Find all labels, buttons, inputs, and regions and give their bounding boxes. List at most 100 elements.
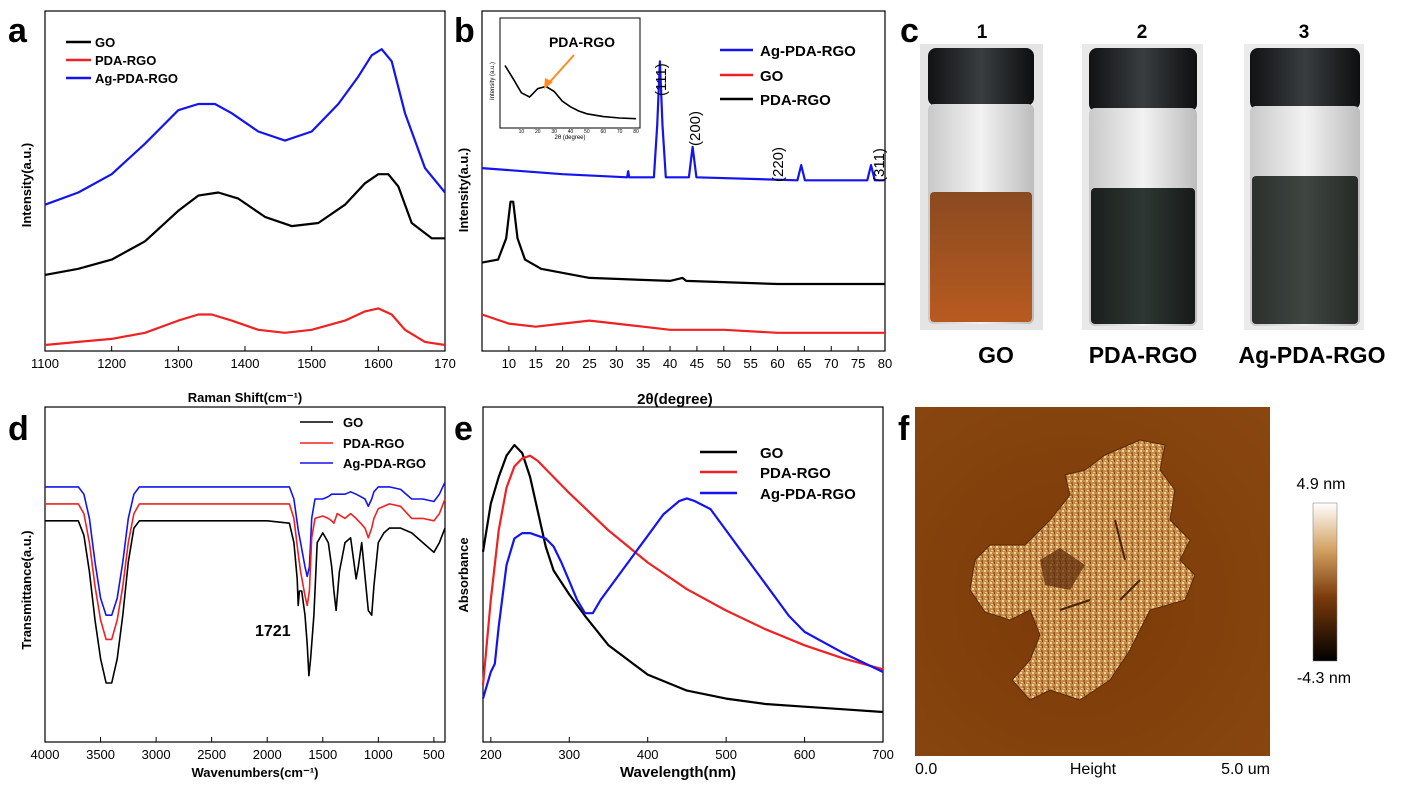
panel-e: e 200 300 400 500 600 700 GO PDA-RGO Ag-PDA-R… xyxy=(454,406,894,781)
vial-liquid-3 xyxy=(1252,176,1358,324)
series-line-pda-rgo xyxy=(481,454,884,686)
series-line-go xyxy=(45,519,446,684)
legend-text-pda-e: PDA-RGO xyxy=(760,465,831,482)
inset-series xyxy=(504,65,637,120)
afm-x-start: 0.0 xyxy=(915,761,937,778)
legend-text-go: GO xyxy=(95,35,115,50)
series-e xyxy=(481,443,884,714)
x-tick-label: 40 xyxy=(663,356,677,371)
x-tick-label: 1500 xyxy=(297,356,326,371)
color-scale-bar xyxy=(1312,502,1338,662)
x-tick-label: 600 xyxy=(794,747,816,762)
series-line-go xyxy=(44,173,445,276)
afm-x-end: 5.0 um xyxy=(1221,761,1270,778)
x-tick-label: 1000 xyxy=(364,747,393,762)
peak-label-200: (200) xyxy=(687,111,704,146)
vial-caption-3: Ag-PDA-RGO xyxy=(1239,342,1386,368)
vial-number-2: 2 xyxy=(1137,22,1148,43)
legend-d: GO PDA-RGO Ag-PDA-RGO xyxy=(300,415,426,471)
x-tick-label: 70 xyxy=(824,356,838,371)
plot-frame-e xyxy=(482,406,884,743)
inset-tick-label: 30 xyxy=(551,129,557,135)
panel-b: b 10 15 20 25 30 35 40 45 50 55 60 65 70 75 80 (111) (… xyxy=(454,10,892,408)
panel-d: d 4000 3500 3000 2500 2000 1500 1000 500 1721 G… xyxy=(8,406,446,780)
x-tick-label: 45 xyxy=(690,356,704,371)
panel-label-a: a xyxy=(8,12,28,50)
series-line-ag-pda-rgo xyxy=(44,48,446,206)
y-axis-label-e: Absorbance xyxy=(456,537,471,612)
panel-a: a 1100 1200 1300 1400 1500 1600 170 GO PDA-RGO… xyxy=(8,10,456,405)
x-axis-label-a: Raman Shift(cm⁻¹) xyxy=(188,390,302,405)
afm-flake xyxy=(969,439,1196,701)
series-line-pda-rgo xyxy=(481,313,885,334)
plot-frame-d xyxy=(44,406,446,743)
afm-x-label: Height xyxy=(1070,761,1117,778)
x-tick-label: 300 xyxy=(558,747,580,762)
inset-b: PDA-RGO 10 20 30 40 50 60 70 80 2θ (degree) Int… xyxy=(490,17,641,141)
inset-tick-label: 80 xyxy=(633,129,639,135)
legend-text-go-b: GO xyxy=(760,68,784,85)
x-tick-label: 65 xyxy=(797,356,811,371)
panel-label-f: f xyxy=(898,410,910,448)
peak-label-220: (220) xyxy=(770,147,787,182)
legend-text-ag-d: Ag-PDA-RGO xyxy=(343,456,426,471)
x-tick-label: 50 xyxy=(717,356,731,371)
inset-tick-label: 10 xyxy=(519,129,525,135)
inset-tick-label: 20 xyxy=(535,129,541,135)
afm-flake-gap xyxy=(1040,548,1085,590)
x-tick-label: 1100 xyxy=(31,356,59,371)
inset-ticks: 10 20 30 40 50 60 70 80 xyxy=(519,129,639,135)
inset-tick-label: 40 xyxy=(568,129,574,135)
annotation-1721: 1721 xyxy=(255,623,291,640)
x-tick-label: 25 xyxy=(582,356,596,371)
x-tick-label: 75 xyxy=(851,356,865,371)
legend-text-pda-b: PDA-RGO xyxy=(760,92,831,109)
series-a xyxy=(44,48,446,347)
x-ticks-e: 200 300 400 500 600 700 xyxy=(480,737,894,762)
x-ticks-d: 4000 3500 3000 2500 2000 1500 1000 500 xyxy=(31,737,445,762)
series-line-go xyxy=(481,443,884,714)
x-tick-label: 500 xyxy=(715,747,737,762)
inset-frame xyxy=(499,17,641,129)
vial-caption-1: GO xyxy=(978,342,1014,368)
vial-number-1: 1 xyxy=(977,22,988,43)
inset-tick-label: 50 xyxy=(584,129,590,135)
peak-labels-b: (111) (200) (220) (311) xyxy=(653,63,888,182)
x-tick-label: 15 xyxy=(528,356,542,371)
series-b xyxy=(481,60,885,334)
x-tick-label: 700 xyxy=(872,747,894,762)
x-axis-label-e: Wavelength(nm) xyxy=(620,764,736,781)
y-axis-label-b: Intensity(a.u.) xyxy=(456,148,471,233)
vial-caption-2: PDA-RGO xyxy=(1089,342,1198,368)
x-tick-label: 2000 xyxy=(253,747,282,762)
x-tick-label: 1300 xyxy=(164,356,193,371)
x-tick-label: 80 xyxy=(878,356,892,371)
legend-text-ag-e: Ag-PDA-RGO xyxy=(760,486,856,503)
series-line-ag-pda-rgo xyxy=(481,60,885,182)
vial-cap-1 xyxy=(928,48,1034,106)
series-line-ag-pda-rgo xyxy=(45,481,446,617)
x-ticks-a: 1100 1200 1300 1400 1500 1600 170 xyxy=(31,346,456,371)
y-axis-label-a: Intensity(a.u.) xyxy=(19,143,34,228)
x-tick-label: 170 xyxy=(434,356,456,371)
peak-label-311: (311) xyxy=(871,148,888,182)
legend-text-go-e: GO xyxy=(760,445,784,462)
panel-c: c 1 2 3 GO PDA-RGO Ag-PDA-RGO xyxy=(900,12,1385,368)
inset-arrow xyxy=(547,54,575,85)
inset-line xyxy=(504,65,637,120)
legend-b: Ag-PDA-RGO GO PDA-RGO xyxy=(720,43,856,109)
series-line-go xyxy=(481,200,885,286)
x-axis-label-d: Wavenumbers(cm⁻¹) xyxy=(191,765,318,780)
vial-cap-2 xyxy=(1089,48,1197,112)
inset-xlabel: 2θ (degree) xyxy=(554,135,585,141)
x-tick-label: 4000 xyxy=(31,747,60,762)
x-tick-label: 3500 xyxy=(86,747,115,762)
legend-text-ag-b: Ag-PDA-RGO xyxy=(760,43,856,60)
inset-title: PDA-RGO xyxy=(549,34,615,50)
scale-max-label: 4.9 nm xyxy=(1297,476,1346,493)
afm-flake-cracks xyxy=(1059,519,1141,611)
vial-number-3: 3 xyxy=(1299,22,1310,43)
vial-go xyxy=(920,44,1043,330)
panel-f: f 4.9 nm -4.3 nm 0.0 Height 5.0 um xyxy=(898,407,1351,778)
